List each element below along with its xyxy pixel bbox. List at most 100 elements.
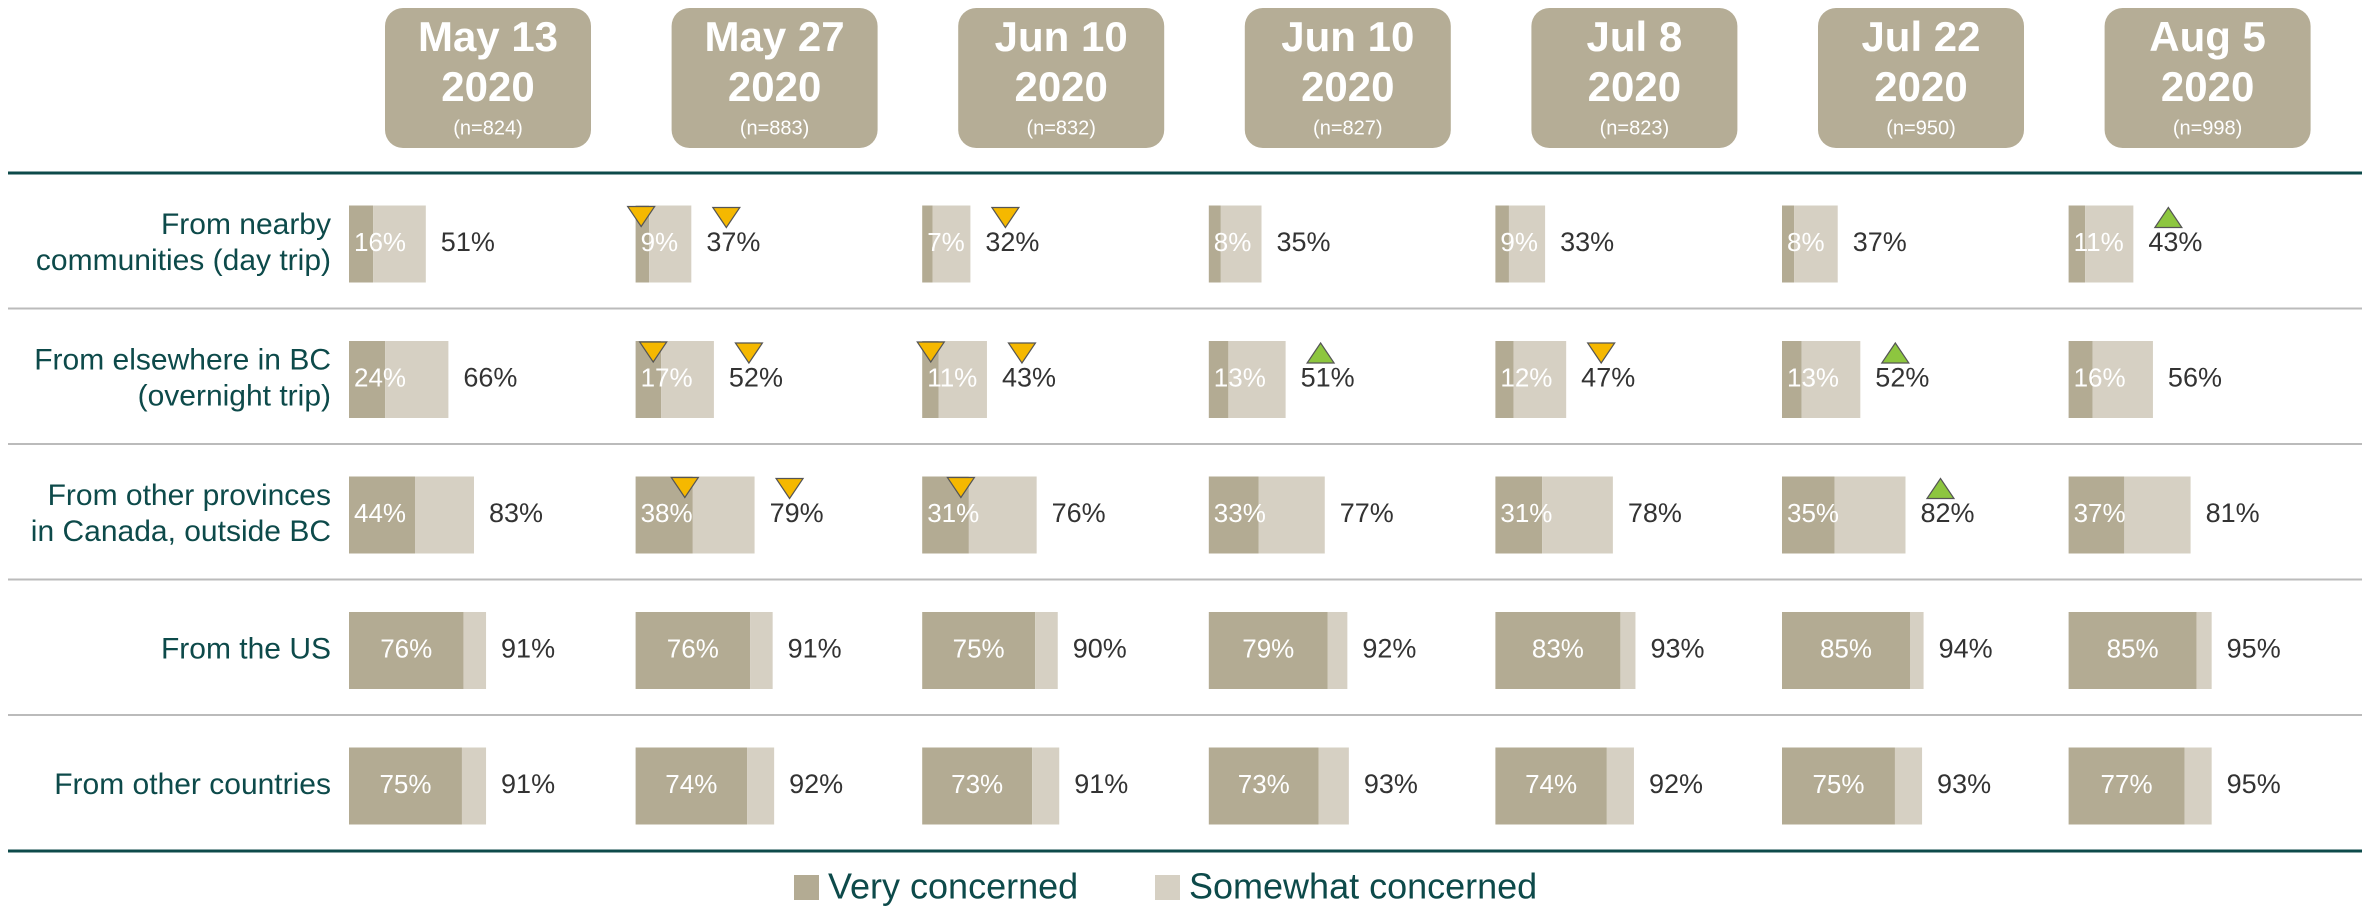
very-label: 76% xyxy=(667,633,719,663)
bar-segment xyxy=(932,205,971,283)
total-label: 35% xyxy=(1277,227,1331,257)
bar-segment xyxy=(2085,205,2134,283)
bar-segment xyxy=(1782,341,1802,418)
bar-segment xyxy=(349,612,464,689)
total-label: 37% xyxy=(706,227,760,257)
bar-segment xyxy=(1620,612,1636,689)
bar-segment xyxy=(349,747,462,825)
row-label: From elsewhere in BC xyxy=(34,343,331,376)
bar-segment xyxy=(635,205,650,283)
column-header xyxy=(1244,8,1451,148)
bar-segment xyxy=(2068,476,2125,554)
bar-segment xyxy=(747,747,775,825)
change-marker xyxy=(946,476,976,499)
column-date: Jul 8 xyxy=(1587,13,1683,60)
bar-segment xyxy=(750,612,773,689)
bar-segment xyxy=(1801,341,1861,418)
change-marker xyxy=(711,206,741,229)
bar-segment xyxy=(463,612,487,689)
very-label: 85% xyxy=(1820,633,1872,663)
total-label: 93% xyxy=(1937,769,1991,799)
total-label: 93% xyxy=(1364,769,1418,799)
bar-segment xyxy=(1782,205,1795,283)
column-n: (n=998) xyxy=(2173,117,2243,139)
column-year: 2020 xyxy=(1874,63,1967,110)
bar-segment xyxy=(1606,747,1634,825)
change-marker xyxy=(1586,342,1616,365)
very-label: 17% xyxy=(641,362,693,392)
very-label: 8% xyxy=(1787,227,1825,257)
bar-segment xyxy=(1318,747,1349,825)
total-label: 52% xyxy=(1875,363,1929,393)
very-label: 76% xyxy=(380,633,432,663)
bar-segment xyxy=(385,341,449,418)
column-n: (n=823) xyxy=(1600,117,1670,139)
total-label: 77% xyxy=(1340,498,1394,528)
row-label: From nearby xyxy=(161,208,331,241)
total-label: 91% xyxy=(1074,769,1128,799)
bar-segment xyxy=(2092,341,2153,418)
legend-swatch xyxy=(794,875,819,900)
bar-segment xyxy=(1910,612,1924,689)
very-label: 11% xyxy=(2074,227,2124,257)
total-label: 91% xyxy=(788,634,842,664)
very-label: 31% xyxy=(1500,498,1552,528)
change-marker xyxy=(670,476,700,499)
bar-segment xyxy=(1327,612,1348,689)
column-n: (n=824) xyxy=(453,117,523,139)
column-n: (n=832) xyxy=(1026,117,1096,139)
very-label: 13% xyxy=(1214,362,1266,392)
bar-segment xyxy=(1220,205,1262,283)
bar-segment xyxy=(1208,476,1259,554)
very-label: 9% xyxy=(641,227,679,257)
total-label: 83% xyxy=(489,498,543,528)
bar-segment xyxy=(1508,205,1546,283)
bar-segment xyxy=(1208,747,1319,825)
very-label: 75% xyxy=(1812,769,1864,799)
very-label: 11% xyxy=(927,362,977,392)
total-label: 66% xyxy=(463,363,517,393)
column-n: (n=950) xyxy=(1886,117,1956,139)
column-year: 2020 xyxy=(1301,63,1394,110)
bar-segment xyxy=(349,476,416,554)
very-label: 73% xyxy=(951,769,1003,799)
column-header xyxy=(2104,8,2311,148)
bar-segment xyxy=(1834,476,1906,554)
bar-segment xyxy=(1228,341,1286,418)
bar-segment xyxy=(1782,747,1895,825)
bar-segment xyxy=(1542,476,1613,554)
bar-segment xyxy=(661,341,714,418)
bar-segment xyxy=(2068,205,2086,283)
total-label: 52% xyxy=(729,363,783,393)
total-label: 81% xyxy=(2206,498,2260,528)
bar-segment xyxy=(1495,341,1514,418)
bar-segment xyxy=(2124,476,2191,554)
bar-segment xyxy=(1208,205,1221,283)
bar-segment xyxy=(1782,612,1911,689)
row-label: in Canada, outside BC xyxy=(31,515,331,548)
change-marker xyxy=(774,477,805,500)
total-label: 92% xyxy=(1362,634,1416,664)
bar-segment xyxy=(373,205,426,283)
very-label: 74% xyxy=(1525,769,1577,799)
bar-segment xyxy=(1513,341,1567,418)
column-n: (n=883) xyxy=(740,117,810,139)
very-label: 13% xyxy=(1787,362,1839,392)
bar-segment xyxy=(922,612,1036,689)
bar-segment xyxy=(938,341,987,418)
column-date: Jun 10 xyxy=(995,13,1128,60)
very-label: 16% xyxy=(2074,362,2126,392)
bar-segment xyxy=(2068,612,2197,689)
row-label: From other countries xyxy=(54,768,331,801)
column-year: 2020 xyxy=(2161,63,2254,110)
total-label: 92% xyxy=(789,769,843,799)
bar-segment xyxy=(1495,612,1621,689)
total-label: 95% xyxy=(2227,634,2281,664)
bar-segment xyxy=(1258,476,1325,554)
total-label: 33% xyxy=(1560,227,1614,257)
legend-swatch xyxy=(1155,875,1180,900)
very-label: 7% xyxy=(927,227,965,257)
total-label: 51% xyxy=(1301,363,1355,393)
bar-segment xyxy=(2068,341,2093,418)
very-label: 83% xyxy=(1532,633,1584,663)
